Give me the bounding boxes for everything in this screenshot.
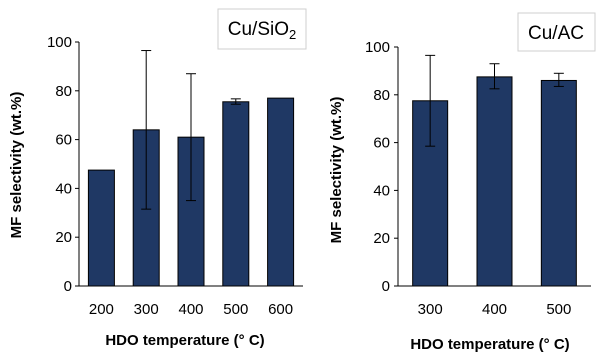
chart-cu-ac: Cu/AC MF selectivity (wt.%) HDO temperat… <box>328 12 596 353</box>
y-tick-label: 40 <box>55 180 72 197</box>
plot-area: 0 20 40 60 80 100 300 400 500 <box>365 39 591 318</box>
y-axis-label: MF selectivity (wt.%) <box>328 97 345 244</box>
y-tick-label: 60 <box>373 135 390 152</box>
x-tick-label: 200 <box>89 301 114 318</box>
x-axis-label: HDO temperature (° C) <box>105 332 264 349</box>
y-axis-label: MF selectivity (wt.%) <box>8 92 25 239</box>
y-tick-label: 100 <box>365 39 390 56</box>
y-tick-label: 80 <box>373 87 390 104</box>
x-tick-label: 400 <box>482 301 507 318</box>
chart-title: Cu/AC <box>528 23 584 44</box>
y-tick-label: 100 <box>47 34 72 51</box>
y-tick-label: 40 <box>373 182 390 199</box>
x-tick-label: 400 <box>178 301 203 318</box>
y-tick-label: 60 <box>55 132 72 149</box>
y-tick-label: 20 <box>373 230 390 247</box>
bar <box>222 101 250 287</box>
x-tick-label: 600 <box>268 301 293 318</box>
title-box <box>217 8 307 50</box>
plot-area: 0 20 40 60 80 100 200 300 400 500 600 <box>47 34 303 318</box>
bar <box>540 79 577 287</box>
x-tick-label: 500 <box>223 301 248 318</box>
y-tick-label: 0 <box>64 278 72 295</box>
x-tick-label: 300 <box>134 301 159 318</box>
x-axis-label: HDO temperature (° C) <box>410 336 569 353</box>
bar <box>87 169 115 287</box>
y-tick-label: 0 <box>382 278 390 295</box>
x-tick-label: 500 <box>546 301 571 318</box>
chart-title: Cu/SiO2 <box>228 19 296 42</box>
title-box <box>517 12 596 52</box>
y-tick-label: 80 <box>55 83 72 100</box>
x-tick-label: 300 <box>418 301 443 318</box>
y-tick-label: 20 <box>55 229 72 246</box>
bar <box>267 97 295 287</box>
bar <box>476 76 513 287</box>
chart-cu-sio2: Cu/SiO2 MF selectivity (wt.%) HDO temper… <box>8 8 307 349</box>
